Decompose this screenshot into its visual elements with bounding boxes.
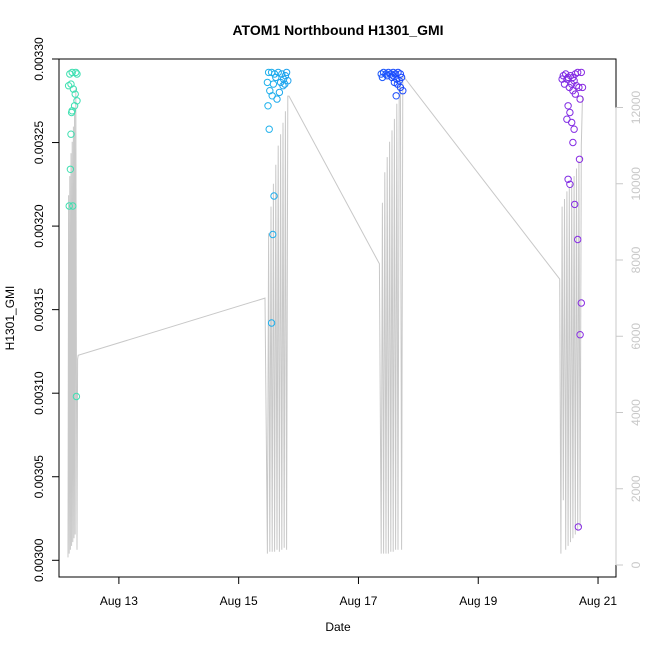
scatter-point — [563, 115, 571, 123]
scatter-series-1 — [263, 68, 292, 327]
scatter-point — [71, 90, 79, 98]
scatter-point — [575, 83, 583, 92]
scatter-point — [68, 68, 76, 77]
scatter-point — [564, 175, 572, 184]
y-axis: 0.00300 0.00305 0.00310 0.00315 0.00320 0.003… — [32, 37, 60, 582]
scatter-point — [267, 319, 276, 327]
x-tick-label: Aug 13 — [100, 594, 138, 608]
scatter-point — [575, 155, 584, 164]
scatter-series-0 — [64, 68, 81, 401]
scatter-series — [64, 68, 587, 531]
scatter-point — [66, 165, 75, 174]
scatter-point — [69, 85, 78, 93]
scatter-point — [65, 202, 73, 210]
scatter-point — [67, 130, 75, 138]
x-tick-label: Aug 15 — [220, 594, 258, 608]
scatter-point — [72, 68, 80, 77]
scatter-point — [281, 80, 289, 88]
y2-tick-label: 6000 — [629, 323, 643, 350]
scatter-point — [558, 75, 566, 83]
scatter-point — [571, 90, 579, 98]
y2-tick-label: 0 — [629, 561, 643, 568]
scatter-point — [279, 82, 287, 90]
scatter-point — [574, 523, 582, 531]
y2-tick-label: 8000 — [629, 246, 643, 273]
scatter-point — [278, 70, 286, 78]
scatter-point — [265, 125, 273, 133]
scatter-point — [576, 95, 584, 103]
y-tick-label: 0.00305 — [32, 455, 46, 499]
scatter-point — [564, 102, 572, 110]
y2-tick-label: 10000 — [629, 167, 643, 201]
y-tick-label: 0.00325 — [32, 121, 46, 165]
scatter-point — [378, 73, 387, 82]
scatter-point — [570, 125, 578, 133]
scatter-point — [566, 108, 574, 117]
y2-tick-label: 12000 — [629, 90, 643, 124]
scatter-point — [574, 235, 582, 244]
y2-tick-label: 2000 — [629, 475, 643, 502]
scatter-point — [563, 75, 571, 83]
y-tick-label: 0.00320 — [32, 204, 46, 248]
scatter-point — [264, 102, 272, 110]
y-tick-label: 0.00315 — [32, 288, 46, 332]
scatter-point — [272, 73, 280, 82]
scatter-series-3 — [558, 68, 587, 531]
scatter-point — [577, 299, 585, 307]
y2-tick-label: 4000 — [629, 399, 643, 426]
scatter-point — [73, 70, 81, 78]
scatter-point — [577, 68, 585, 77]
scatter-point — [390, 78, 399, 87]
scatter-point — [576, 331, 584, 339]
scatter-point — [571, 200, 579, 209]
scatter-point — [270, 192, 278, 200]
scatter-point — [566, 180, 574, 189]
y-tick-label: 0.00300 — [32, 538, 46, 582]
y2-axis: 0 2000 4000 6000 8000 10000 12000 — [615, 90, 643, 568]
scatter-point — [67, 108, 76, 117]
scatter-point — [397, 73, 406, 82]
x-axis-label: Date — [325, 620, 351, 634]
x-tick-label: Aug 17 — [339, 594, 377, 608]
scatter-point — [574, 68, 582, 77]
scatter-point — [399, 87, 407, 95]
x-axis: Aug 13 Aug 15 Aug 17 Aug 19 Aug 21 — [100, 576, 617, 608]
scatter-point — [275, 88, 284, 97]
y-axis-label: H1301_GMI — [3, 286, 17, 351]
scatter-point — [72, 392, 81, 401]
scatter-point — [392, 92, 400, 100]
scatter-point — [282, 68, 291, 77]
scatter-point — [269, 80, 278, 88]
scatter-point — [569, 138, 577, 147]
scatter-point — [389, 72, 397, 80]
y-tick-label: 0.00310 — [32, 371, 46, 415]
scatter-point — [269, 230, 277, 239]
scatter-point — [69, 202, 77, 210]
scatter-series-2 — [377, 68, 407, 100]
altitude-series — [67, 76, 583, 558]
scatter-point — [273, 95, 281, 103]
x-tick-label: Aug 19 — [459, 594, 497, 608]
altitude-line — [67, 76, 583, 558]
plot-area-frame — [58, 58, 617, 578]
x-tick-label: Aug 21 — [579, 594, 617, 608]
chart-title: ATOM1 Northbound H1301_GMI — [232, 22, 443, 38]
scatter-point — [263, 78, 272, 87]
scatter-point — [270, 70, 279, 78]
y-tick-label: 0.00330 — [32, 37, 46, 81]
scatter-point — [578, 83, 587, 92]
